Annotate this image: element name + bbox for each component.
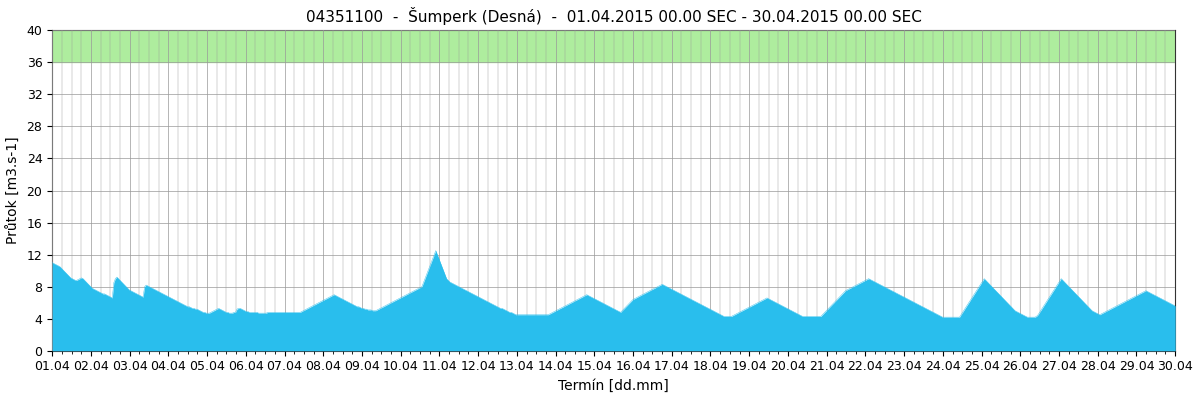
X-axis label: Termín [dd.mm]: Termín [dd.mm] <box>558 379 670 393</box>
Title: 04351100  -  Šumperk (Desná)  -  01.04.2015 00.00 SEC - 30.04.2015 00.00 SEC: 04351100 - Šumperk (Desná) - 01.04.2015 … <box>306 7 922 25</box>
Y-axis label: Průtok [m3.s-1]: Průtok [m3.s-1] <box>7 137 22 244</box>
Bar <box>52 30 1175 62</box>
